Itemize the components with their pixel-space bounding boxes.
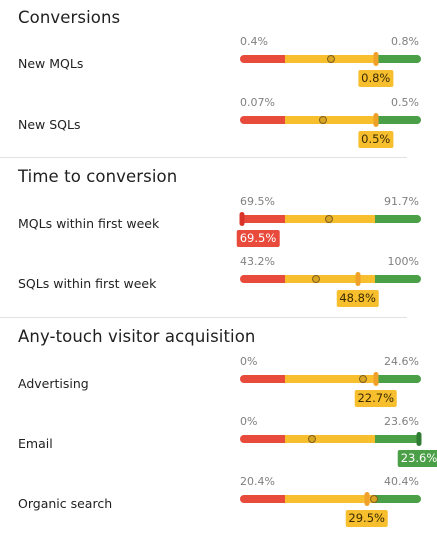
metric-label: Organic search [18, 496, 113, 511]
metric-row: Organic search 20.4% 40.4% 29.5% [0, 468, 437, 528]
range-min-value: 20.4% [240, 475, 275, 488]
section-title: Conversions [18, 8, 121, 27]
value-marker [373, 52, 379, 66]
value-marker [373, 372, 379, 386]
value-badge: 23.6% [397, 450, 437, 467]
range-min-value: 0.07% [240, 96, 275, 109]
metric-label: MQLs within first week [18, 216, 160, 231]
average-marker [308, 435, 317, 443]
benchmark-bar [240, 375, 421, 383]
section-title: Time to conversion [18, 167, 178, 186]
benchmark-bar [240, 116, 421, 124]
range-min-value: 69.5% [240, 195, 275, 208]
range-min-value: 43.2% [240, 255, 275, 268]
value-marker [373, 113, 379, 127]
average-marker [319, 116, 328, 124]
range-max-value: 100% [387, 255, 419, 268]
benchmark-bar [240, 275, 421, 283]
metric-label: SQLs within first week [18, 276, 157, 291]
range-max-value: 24.6% [384, 355, 419, 368]
value-marker [239, 212, 245, 226]
metric-row: Email 0% 23.6% 23.6% [0, 408, 437, 468]
value-badge: 0.5% [358, 131, 394, 148]
range-max-value: 40.4% [384, 475, 419, 488]
range-max-value: 0.8% [391, 35, 419, 48]
benchmark-bar [240, 435, 421, 443]
average-marker [324, 215, 333, 223]
benchmark-bar [240, 495, 421, 503]
range-min-value: 0% [240, 415, 258, 428]
metric-row: SQLs within first week 43.2% 100% 48.8% [0, 248, 437, 308]
value-badge: 0.8% [358, 70, 394, 87]
section-divider [0, 317, 407, 318]
range-min-value: 0.4% [240, 35, 268, 48]
range-max-value: 23.6% [384, 415, 419, 428]
range-max-value: 0.5% [391, 96, 419, 109]
range-max-value: 91.7% [384, 195, 419, 208]
value-marker [416, 432, 422, 446]
section-divider [0, 157, 407, 158]
value-badge: 29.5% [345, 510, 388, 527]
metric-row: MQLs within first week 69.5% 91.7% 69.5% [0, 188, 437, 248]
value-badge: 69.5% [236, 230, 280, 247]
metric-label: Email [18, 436, 53, 451]
metric-label: New SQLs [18, 117, 81, 132]
average-marker [359, 375, 368, 383]
metric-row: New MQLs 0.4% 0.8% 0.8% [0, 28, 437, 88]
average-marker [369, 495, 378, 503]
average-marker [326, 55, 335, 63]
metric-label: Advertising [18, 376, 89, 391]
value-marker [364, 492, 370, 506]
range-min-value: 0% [240, 355, 258, 368]
metric-row: Advertising 0% 24.6% 22.7% [0, 348, 437, 408]
metric-row: New SQLs 0.07% 0.5% 0.5% [0, 89, 437, 149]
value-marker [355, 272, 361, 286]
average-marker [312, 275, 321, 283]
metric-label: New MQLs [18, 56, 84, 71]
value-badge: 48.8% [336, 290, 379, 307]
section-title: Any-touch visitor acquisition [18, 327, 256, 346]
value-badge: 22.7% [354, 390, 398, 407]
